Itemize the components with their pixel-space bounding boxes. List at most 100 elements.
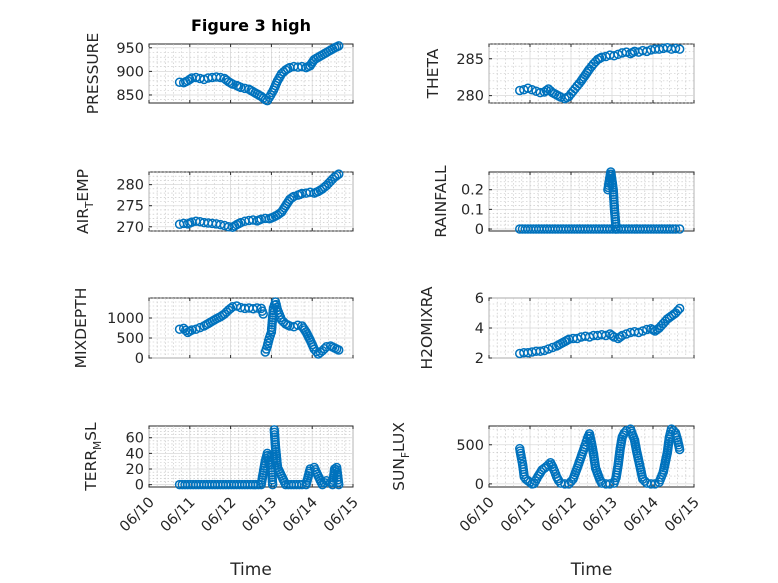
- subplot-sun-flux: 0 500 06/10 06/11 06/12 06/13 06/14 06/15 Time SU…: [390, 422, 703, 580]
- data-point: [672, 306, 683, 316]
- data-point: [267, 479, 278, 490]
- y-tick-label: 6: [475, 291, 484, 307]
- y-tick-label: 275: [116, 199, 144, 215]
- data-point: [215, 72, 226, 83]
- data-point: [611, 224, 621, 234]
- y-tick-label: 500: [116, 331, 144, 347]
- data-point: [227, 79, 238, 89]
- data-point: [674, 44, 685, 54]
- data-point: [523, 83, 533, 93]
- data-point: [289, 191, 299, 202]
- data-point: [527, 84, 537, 95]
- x-tick-label: 06/13: [239, 495, 280, 536]
- y-tick-label: 20: [126, 462, 144, 478]
- x-tick-label: 06/14: [280, 495, 321, 536]
- y-axis-label: PRESSURE: [84, 33, 102, 115]
- data-point: [543, 344, 554, 354]
- y-tick-label: 60: [126, 431, 144, 447]
- figure-title: Figure 3 high: [191, 16, 311, 35]
- x-axis-label: Time: [229, 560, 272, 580]
- data-point: [333, 41, 344, 51]
- data-point: [251, 479, 261, 490]
- y-tick-label: 900: [116, 64, 144, 80]
- data-point: [668, 224, 678, 234]
- data-point: [240, 83, 250, 94]
- y-axis-label: AIRTEMP: [74, 169, 96, 234]
- data-point: [539, 345, 550, 356]
- data-point: [291, 479, 302, 490]
- data-point: [617, 330, 627, 341]
- y-axis-label: TERRMSL: [82, 422, 104, 492]
- data-point: [180, 325, 191, 336]
- data-point: [633, 327, 644, 338]
- subplot-theta: 280 285 THETA: [424, 42, 695, 105]
- y-tick-label: 4: [475, 321, 484, 337]
- y-axis-label: THETA: [424, 48, 442, 99]
- data-point: [293, 320, 303, 330]
- y-tick-label: 270: [116, 220, 144, 236]
- y-tick-label: 0: [475, 222, 484, 238]
- x-tick-label: 06/11: [158, 495, 199, 536]
- y-tick-label: 0.2: [461, 183, 484, 199]
- x-tick-label: 06/12: [539, 495, 580, 536]
- data-point: [670, 224, 681, 234]
- y-tick-label: 0: [135, 351, 144, 367]
- data-point: [621, 329, 632, 339]
- subplot-air-temp: 270 275 280 AIRTEMP: [74, 169, 354, 236]
- data-point: [333, 345, 344, 355]
- data-point: [638, 326, 648, 336]
- x-tick-label: 06/14: [621, 495, 662, 536]
- y-tick-label: 1000: [107, 311, 144, 327]
- y-tick-label: 500: [456, 438, 484, 454]
- y-axis-label: RAINFALL: [432, 165, 450, 238]
- data-point: [333, 169, 344, 179]
- data-point: [311, 346, 322, 357]
- y-tick-label: 2: [475, 351, 484, 367]
- subplot-rainfall: 0 0.1 0.2 RAINFALL: [432, 165, 695, 238]
- subplot-mixdepth: 0 500 1000 MIXDEPTH: [72, 288, 354, 369]
- x-tick-label: 06/10: [457, 495, 498, 536]
- data-point: [535, 346, 545, 356]
- y-tick-label: 850: [116, 88, 144, 104]
- data-point: [560, 479, 570, 489]
- y-tick-label: 40: [126, 446, 144, 462]
- data-point: [174, 324, 185, 334]
- subplot-pressure: 850 900 950 PRESSURE: [84, 33, 354, 115]
- x-axis-label: Time: [570, 560, 613, 580]
- data-point: [665, 224, 675, 234]
- y-tick-label: 280: [116, 178, 144, 194]
- data-point: [621, 425, 632, 436]
- y-axis-label: H2OMIXRA: [418, 286, 436, 369]
- x-tick-label: 06/15: [662, 495, 703, 536]
- data-point: [333, 479, 344, 490]
- y-tick-label: 0: [135, 478, 144, 494]
- data-point: [674, 224, 685, 234]
- y-tick-label: 950: [116, 41, 144, 57]
- y-tick-label: 285: [456, 52, 484, 68]
- y-tick-label: 280: [456, 89, 484, 105]
- data-point: [609, 51, 619, 61]
- x-tick-label: 06/10: [117, 495, 158, 536]
- subplot-h2omixra: 2 4 6 H2OMIXRA: [418, 286, 695, 370]
- y-tick-label: 0.1: [461, 202, 484, 218]
- x-tick-label: 06/15: [321, 495, 362, 536]
- data-point: [674, 303, 685, 314]
- data-point: [331, 170, 342, 181]
- data-point: [258, 309, 268, 319]
- data-point: [535, 87, 545, 98]
- data-point: [547, 342, 558, 353]
- y-axis-label: SUNFLUX: [390, 422, 412, 491]
- x-tick-label: 06/11: [498, 495, 539, 536]
- data-point: [225, 303, 236, 314]
- data-point: [187, 325, 197, 335]
- x-tick-label: 06/13: [580, 495, 621, 536]
- data-point: [185, 74, 195, 85]
- data-point: [572, 333, 582, 344]
- y-tick-label: 0: [475, 477, 484, 493]
- y-axis-label: MIXDEPTH: [72, 288, 90, 369]
- data-point: [541, 85, 552, 96]
- data-point: [670, 43, 681, 54]
- data-point: [674, 444, 685, 455]
